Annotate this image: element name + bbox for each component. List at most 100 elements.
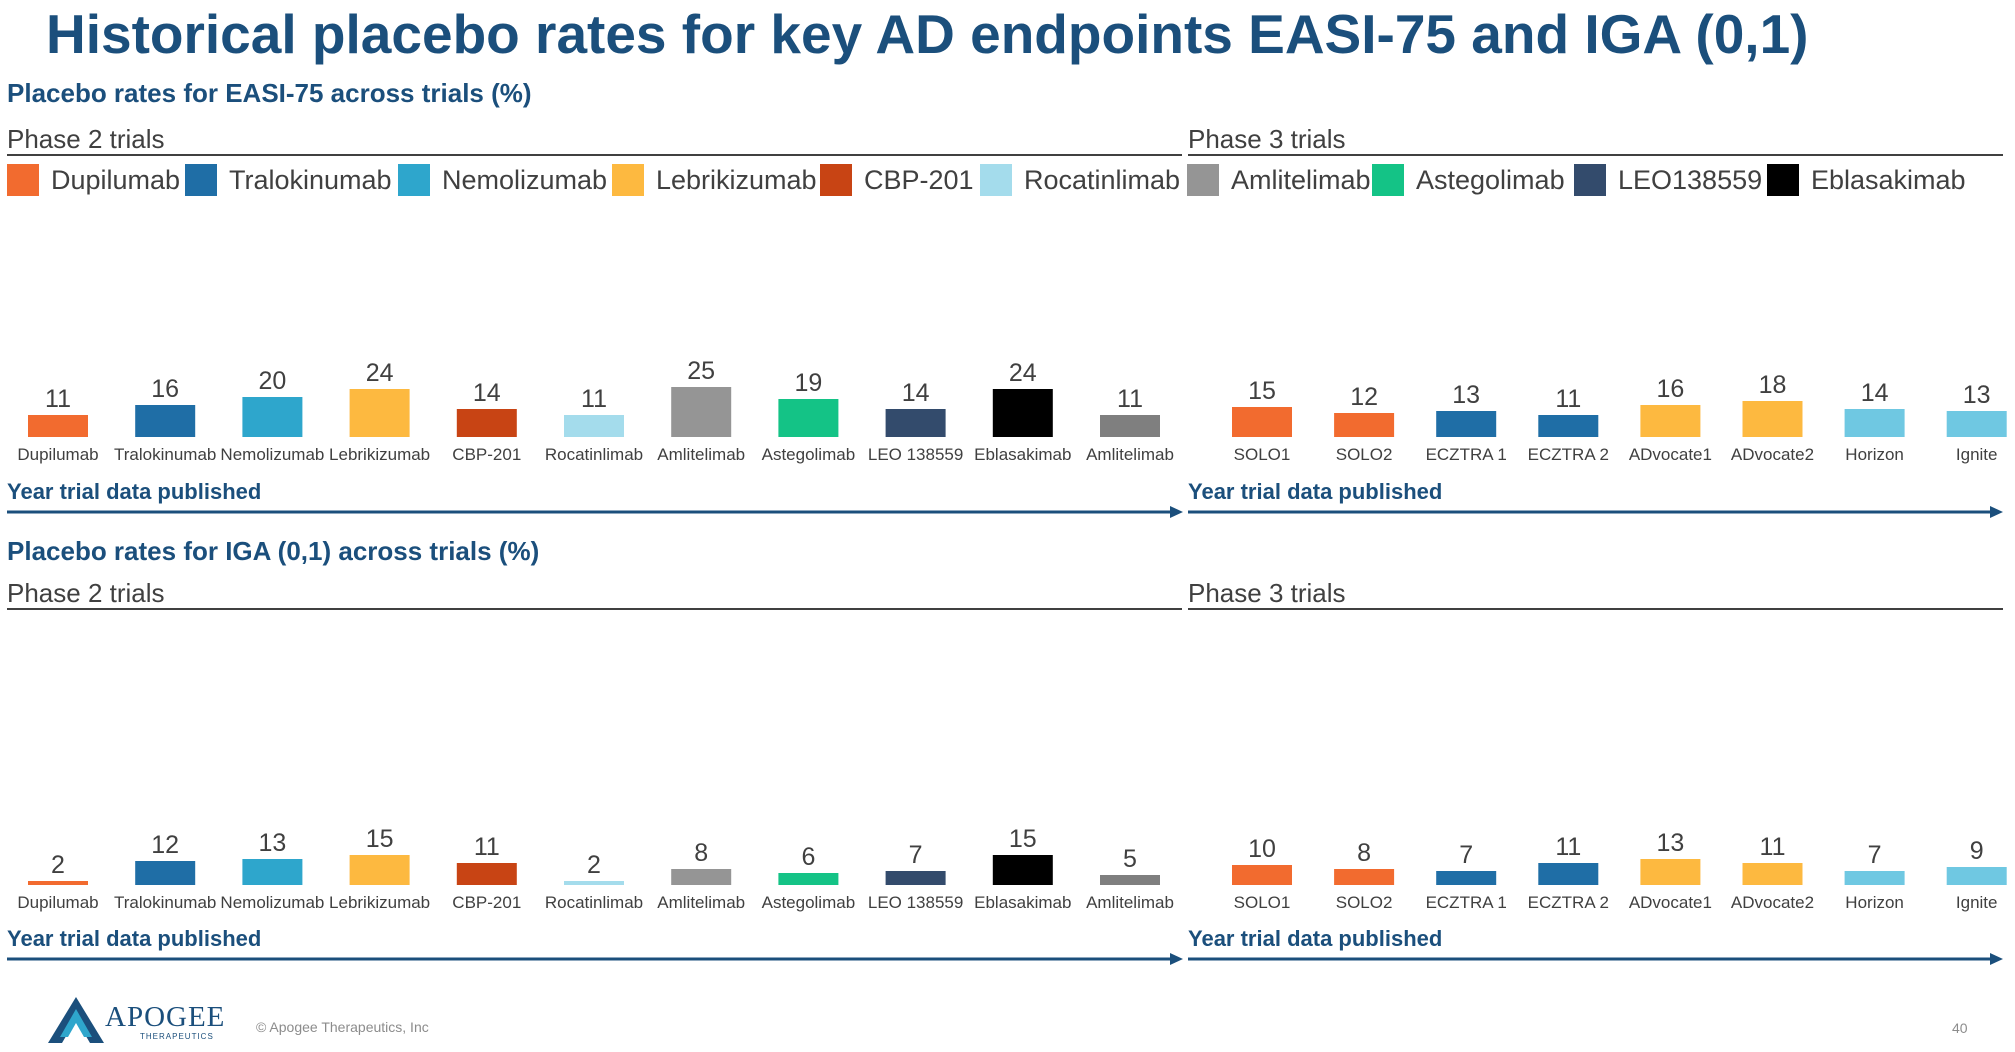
easi75-bar-chart: 11 Dupilumab 16 Tralokinumab 20 Nemolizumab 24… (17, 357, 2007, 464)
iga-phase2-category-label: Lebrikizumab (329, 893, 430, 912)
iga-phase3-value-label: 7 (1868, 841, 1882, 869)
easi75-phase3-category-label: ADvocate1 (1629, 445, 1712, 464)
iga-phase2-category-label: Eblasakimab (974, 893, 1071, 912)
legend-swatch (612, 164, 644, 196)
iga-phase2-category-label: CBP-201 (452, 893, 521, 912)
easi75-phase3-bar (1640, 405, 1701, 437)
easi75-phase3-bar (1334, 413, 1395, 437)
easi75-phase2-value-label: 25 (687, 357, 715, 385)
easi75-phase2-bar (456, 409, 517, 437)
apogee-logo-icon (48, 997, 104, 1043)
easi75-phase2-value-label: 24 (366, 359, 394, 387)
iga-phase3-category-label: Ignite (1956, 893, 1998, 912)
easi75-phase2-bar (992, 389, 1053, 437)
easi75-phase2-category-label: Eblasakimab (974, 445, 1071, 464)
iga-phase3-category-label: Horizon (1845, 893, 1904, 912)
easi75-phase2-value-label: 16 (151, 375, 179, 403)
easi75-phase2-value-label: 14 (902, 379, 930, 407)
easi75-phase2-bar (349, 389, 410, 437)
iga-phase2-bar (456, 863, 517, 885)
iga-phase3-value-label: 8 (1357, 839, 1371, 867)
easi75-phase2-category-label: CBP-201 (452, 445, 521, 464)
easi75-phase2-category-label: Rocatinlimab (545, 445, 643, 464)
page-number: 40 (1952, 1020, 1968, 1036)
easi75-phase3-category-label: Ignite (1956, 445, 1998, 464)
iga-phase3-value-label: 10 (1248, 835, 1276, 863)
easi75-phase3-category-label: Horizon (1845, 445, 1904, 464)
iga-phase2-value-label: 12 (151, 831, 179, 859)
legend-label: LEO138559 (1618, 164, 1763, 195)
iga-phase2-value-label: 7 (909, 841, 923, 869)
iga-phase2-bar (349, 855, 410, 885)
iga-phase2-bar (242, 859, 303, 885)
legend-label: Lebrikizumab (656, 164, 817, 195)
easi75-phase3-value-label: 15 (1248, 377, 1276, 405)
easi75-phase2-category-label: Astegolimab (762, 445, 856, 464)
easi75-phase2-bar (135, 405, 196, 437)
iga-phase3-category-label: ADvocate2 (1731, 893, 1814, 912)
easi75-phase3-category-label: SOLO2 (1336, 445, 1393, 464)
easi75-phase3-value-label: 13 (1963, 381, 1991, 409)
legend-swatch (7, 164, 39, 196)
easi75-phase3-value-label: 11 (1555, 385, 1581, 413)
iga-phase2-category-label: Dupilumab (17, 893, 98, 912)
easi75-phase2-header: Phase 2 trials (7, 124, 1182, 156)
legend-item-dupilumab: Dupilumab (7, 164, 180, 196)
company-name: APOGEE (105, 1001, 226, 1033)
easi75-phase2-category-label: Tralokinumab (114, 445, 216, 464)
iga-phase2-bar (135, 861, 196, 885)
easi75-phase2-value-label: 20 (258, 367, 286, 395)
easi75-phase2-category-label: Amlitelimab (657, 445, 745, 464)
iga-phase2-category-label: LEO 138559 (868, 893, 963, 912)
iga-phase3-timeline-arrow (1188, 953, 2003, 965)
iga-phase3-bar (1640, 859, 1701, 885)
easi75-phase3-year-label: Year trial data published (1188, 479, 1443, 504)
legend-swatch (1187, 164, 1219, 196)
legend-swatch (1767, 164, 1799, 196)
legend-label: Nemolizumab (442, 164, 608, 195)
iga-phase2-bar (1100, 875, 1160, 885)
iga-bar-chart: 2 Dupilumab 12 Tralokinumab 13 Nemolizumab 15 L… (17, 825, 2007, 912)
iga-phase2-value-label: 15 (366, 825, 394, 853)
iga-phase2-category-label: Astegolimab (762, 893, 856, 912)
iga-phase3-bar (1436, 871, 1497, 885)
iga-phase2-bar (564, 881, 624, 885)
easi75-phase2-value-label: 11 (581, 385, 607, 413)
legend: Dupilumab Tralokinumab Nemolizumab Lebri… (7, 164, 2007, 200)
easi75-phase2-bar (885, 409, 946, 437)
easi75-phase3-value-label: 18 (1759, 371, 1787, 399)
easi75-phase3-category-label: SOLO1 (1234, 445, 1291, 464)
easi75-phase2-value-label: 24 (1009, 359, 1037, 387)
iga-phase3-category-label: SOLO1 (1234, 893, 1291, 912)
legend-label: Amlitelimab (1231, 164, 1371, 195)
easi75-phase3-category-label: ADvocate2 (1731, 445, 1814, 464)
iga-phase2-bar (885, 871, 946, 885)
iga-phase3-bar (1334, 869, 1395, 885)
legend-label: Astegolimab (1416, 164, 1565, 195)
iga-phase3-year-label: Year trial data published (1188, 926, 1443, 951)
iga-phase3-category-label: ECZTRA 2 (1528, 893, 1609, 912)
iga-phase3-category-label: ECZTRA 1 (1426, 893, 1507, 912)
iga-phase2-category-label: Amlitelimab (657, 893, 745, 912)
legend-label: Tralokinumab (229, 164, 392, 195)
easi75-phase3-bar (1946, 411, 2007, 437)
easi75-phase2-category-label: Lebrikizumab (329, 445, 430, 464)
easi75-phase3-category-label: ECZTRA 2 (1528, 445, 1609, 464)
iga-phase2-bar (992, 855, 1053, 885)
iga-phase2-bar (28, 881, 88, 885)
legend-label: CBP-201 (864, 164, 974, 195)
easi75-phase3-header: Phase 3 trials (1188, 124, 2003, 156)
iga-phase2-header: Phase 2 trials (7, 578, 1182, 610)
iga-phase2-category-label: Rocatinlimab (545, 893, 643, 912)
easi75-phase3-bar (1538, 415, 1599, 437)
iga-phase3-bar (1844, 871, 1905, 885)
legend-label: Rocatinlimab (1024, 164, 1181, 195)
legend-swatch (185, 164, 217, 196)
legend-swatch (1372, 164, 1404, 196)
iga-phase3-value-label: 9 (1970, 837, 1984, 865)
easi75-phase2-value-label: 11 (45, 385, 71, 413)
easi75-phase2-category-label: Amlitelimab (1086, 445, 1174, 464)
iga-phase3-value-label: 11 (1760, 833, 1786, 861)
legend-swatch (398, 164, 430, 196)
easi75-phase2-category-label: LEO 138559 (868, 445, 963, 464)
